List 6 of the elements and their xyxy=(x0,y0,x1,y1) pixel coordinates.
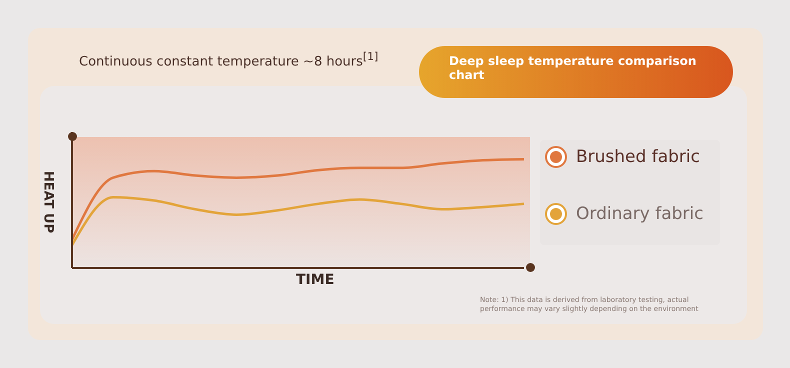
chart-subtitle: Continuous constant temperature ~8 hours$^{[1]}$ xyxy=(79,50,378,70)
text: Deep sleep temperature comparison chart xyxy=(449,54,698,82)
x-axis-title: TIME xyxy=(296,272,334,288)
y-axis-title: HEAT UP xyxy=(40,170,56,234)
legend-label: Ordinary fabric xyxy=(576,204,704,224)
legend-label: Brushed fabric xyxy=(576,147,700,167)
